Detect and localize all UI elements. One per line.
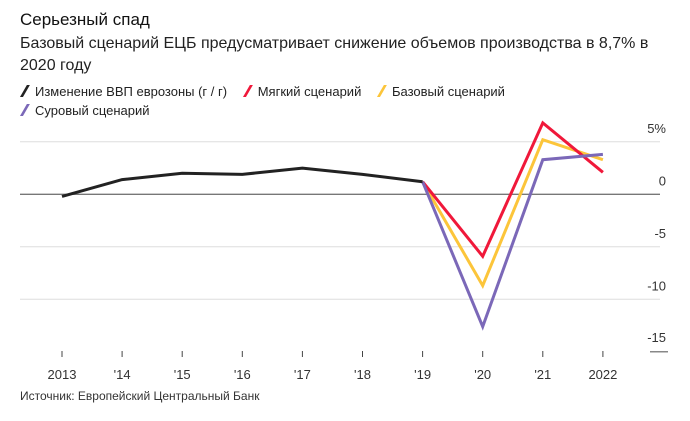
series-line-0 — [61, 166, 423, 198]
series-line-1 — [421, 120, 604, 260]
x-tick-label: '16 — [234, 367, 251, 382]
chart-title: Серьезный спад — [20, 10, 150, 29]
y-tick-label: 0 — [659, 173, 666, 188]
x-tick-label: '20 — [474, 367, 491, 382]
x-tick-label: '21 — [534, 367, 551, 382]
x-tick-label: '18 — [354, 367, 371, 382]
legend-item-baseline: Базовый сценарий — [376, 82, 505, 101]
x-tick-label: '19 — [414, 367, 431, 382]
y-tick-label: -10 — [647, 278, 666, 293]
y-tick-label: 5% — [647, 121, 666, 136]
x-tick-label: '17 — [294, 367, 311, 382]
legend: Изменение ВВП еврозоны (г / г) Мягкий сц… — [19, 82, 660, 120]
legend-label: Суровый сценарий — [35, 103, 150, 118]
legend-item-gdp: Изменение ВВП еврозоны (г / г) — [19, 82, 228, 101]
legend-label: Изменение ВВП еврозоны (г / г) — [35, 84, 228, 99]
x-tick-label: 2022 — [588, 367, 617, 382]
legend-label: Базовый сценарий — [391, 84, 505, 99]
series-line-2 — [421, 137, 604, 289]
y-tick-label: -5 — [654, 226, 666, 241]
legend-item-mild: Мягкий сценарий — [242, 82, 362, 101]
x-tick-label: '15 — [174, 367, 191, 382]
y-tick-label: -15 — [647, 330, 666, 345]
chart-subtitle: Базовый сценарий ЕЦБ предусматривает сни… — [20, 35, 649, 74]
source-note: Источник: Европейский Центральный Банк — [20, 389, 260, 403]
legend-item-severe: Суровый сценарий — [19, 101, 150, 120]
series-line-3 — [421, 152, 604, 331]
legend-label: Мягкий сценарий — [257, 84, 362, 99]
x-tick-label: 2013 — [48, 367, 77, 382]
x-tick-label: '14 — [114, 367, 131, 382]
